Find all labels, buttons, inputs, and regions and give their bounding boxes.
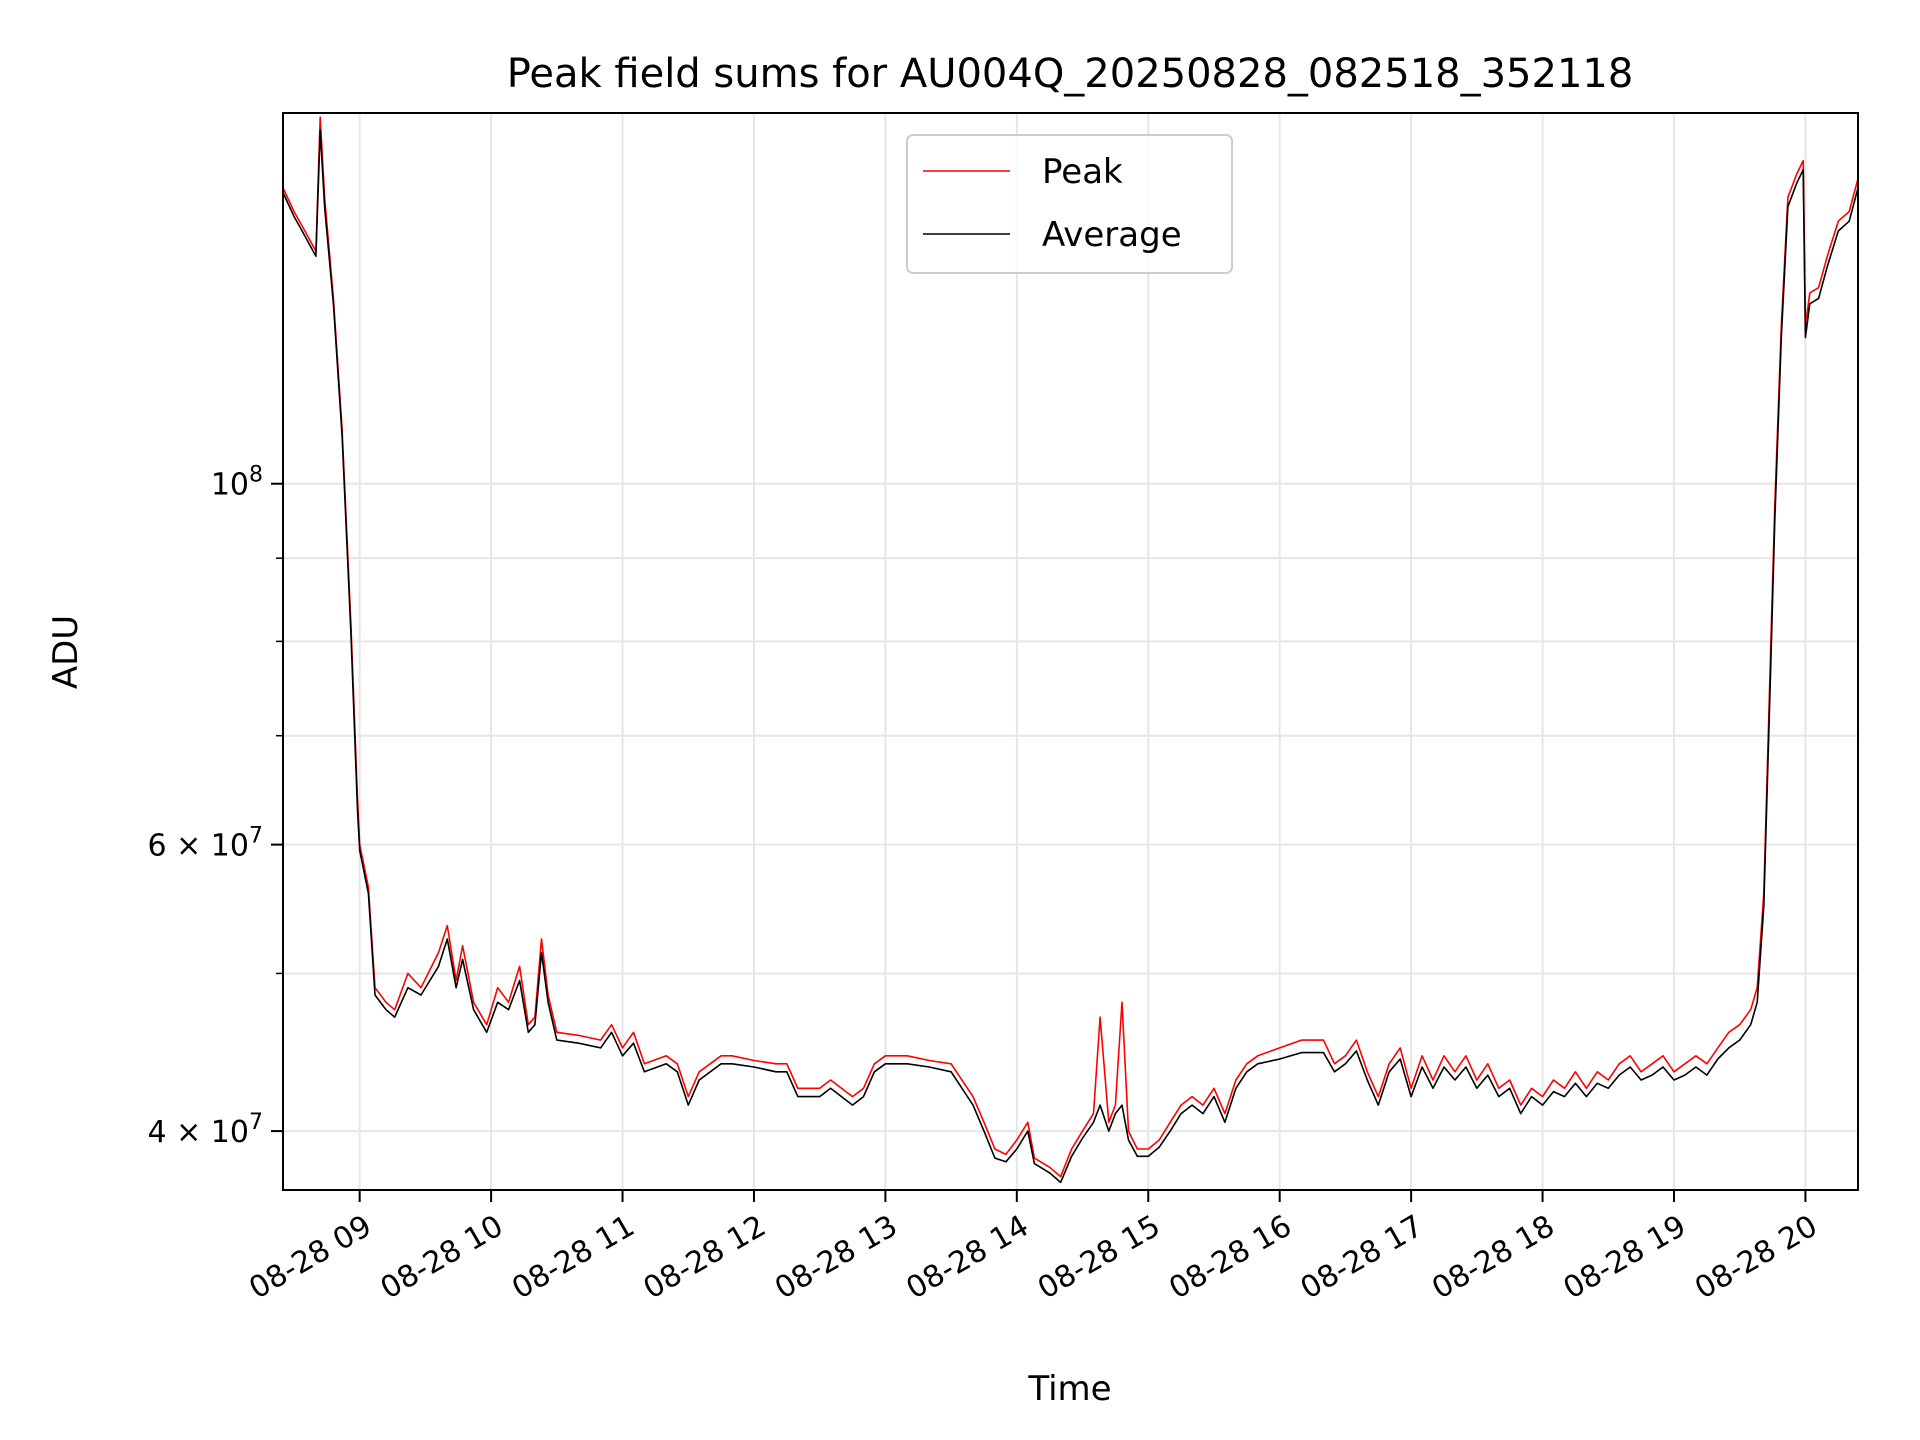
legend-label-average: Average <box>1042 215 1182 255</box>
series-group <box>283 116 1858 1184</box>
y-axis-label: ADU <box>46 615 86 689</box>
legend-box <box>906 134 1233 274</box>
legend-label-peak: Peak <box>1042 152 1123 192</box>
grid <box>283 113 1858 1190</box>
x-axis-label: Time <box>1027 1369 1111 1409</box>
chart-title: Peak field sums for AU004Q_20250828_0825… <box>507 51 1634 97</box>
series-layer <box>283 116 1858 1184</box>
y-tick-label: 4 × 107 <box>148 1110 263 1150</box>
legend: Peak Average <box>906 134 1233 274</box>
series-line-peak <box>283 116 1858 1178</box>
plot-frame <box>282 112 1859 1191</box>
y-tick-label: 6 × 107 <box>148 824 263 864</box>
series-line-average <box>283 129 1858 1184</box>
